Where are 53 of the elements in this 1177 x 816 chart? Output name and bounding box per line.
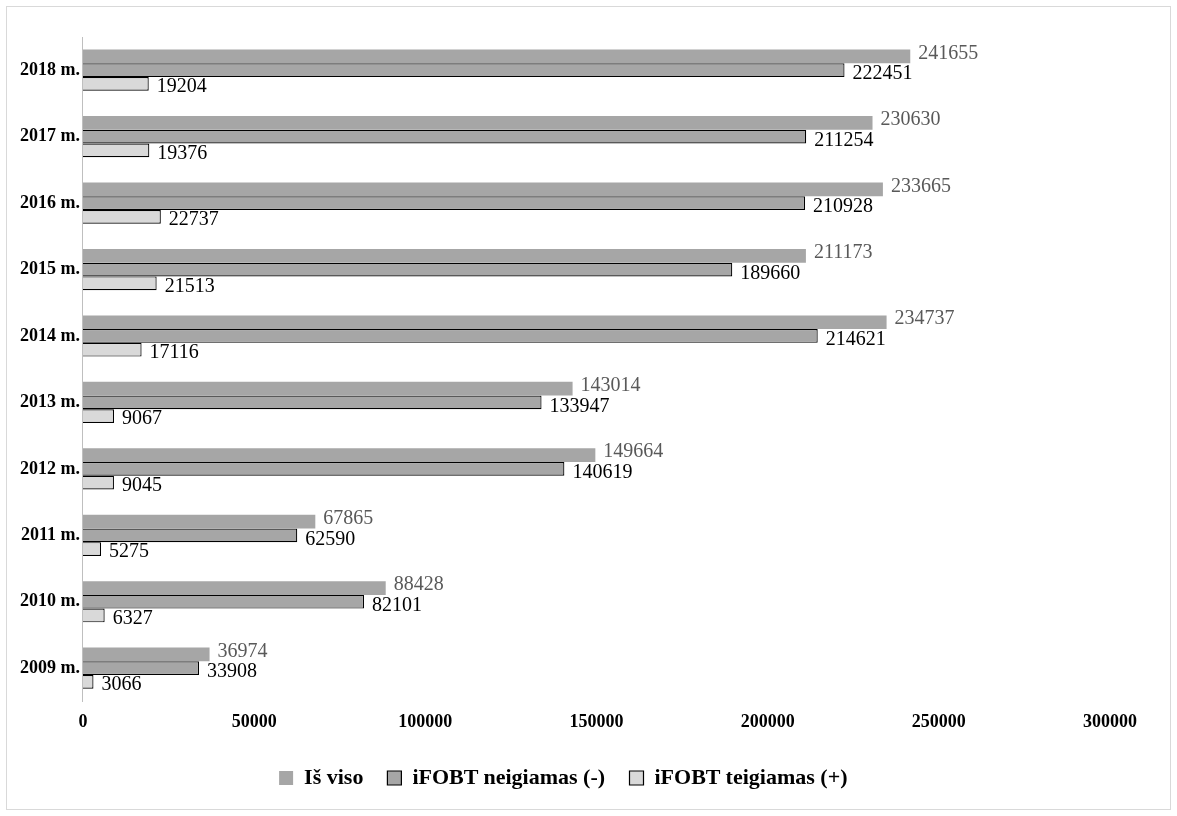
y-tick-label: 2016 m.: [19, 191, 80, 212]
x-tick-label: 0: [78, 710, 88, 731]
data-label: 17116: [149, 339, 199, 362]
y-tick-label: 2012 m.: [19, 457, 80, 478]
data-label: 6327: [112, 605, 153, 628]
data-label: 211173: [813, 240, 873, 263]
legend-label: Iš viso: [304, 763, 364, 789]
data-label: 82101: [372, 592, 423, 615]
data-label: 189660: [740, 260, 801, 283]
data-label: 67865: [323, 505, 374, 528]
data-label: 211254: [814, 127, 874, 150]
data-label: 222451: [852, 61, 913, 84]
data-label: 210928: [813, 194, 874, 217]
data-label: 234737: [894, 306, 955, 329]
y-tick-label: 2017 m.: [19, 125, 80, 146]
data-label: 143014: [580, 372, 641, 395]
x-tick-label: 200000: [740, 710, 795, 731]
data-label: 3066: [101, 672, 142, 695]
bar: [82, 514, 316, 529]
data-label: 149664: [603, 439, 664, 462]
data-label: 241655: [918, 40, 979, 63]
bar: [82, 49, 911, 64]
x-tick-label: 50000: [231, 710, 277, 731]
data-label: 9067: [122, 406, 163, 429]
data-label: 21513: [164, 273, 215, 296]
y-tick-label: 2013 m.: [19, 391, 80, 412]
y-tick-label: 2010 m.: [19, 590, 80, 611]
y-tick-label: 2014 m.: [19, 324, 80, 345]
data-label: 33908: [207, 659, 258, 682]
data-label: 36974: [217, 638, 268, 661]
data-label: 19204: [156, 74, 207, 97]
x-tick-label: 250000: [911, 710, 966, 731]
data-label: 233665: [890, 173, 951, 196]
legend-label: iFOBT teigiamas (+): [654, 763, 848, 789]
data-label: 22737: [168, 207, 219, 230]
data-label: 133947: [549, 393, 610, 416]
x-tick-label: 300000: [1083, 710, 1137, 731]
bar: [82, 647, 210, 662]
data-label: 140619: [572, 460, 633, 483]
data-label: 62590: [305, 526, 356, 549]
data-label: 19376: [157, 140, 208, 163]
data-label: 5275: [109, 539, 150, 562]
data-label: 88428: [393, 572, 444, 595]
data-label: 9045: [121, 472, 162, 495]
data-label: 214621: [825, 327, 886, 350]
x-tick-label: 150000: [569, 710, 624, 731]
data-label: 230630: [880, 107, 941, 130]
legend-label: iFOBT neigiamas (-): [412, 763, 606, 789]
y-tick-label: 2015 m.: [19, 258, 80, 279]
y-tick-label: 2011 m.: [20, 523, 80, 544]
x-tick-label: 100000: [398, 710, 453, 731]
y-tick-label: 2018 m.: [19, 58, 80, 79]
y-tick-label: 2009 m.: [19, 656, 80, 677]
